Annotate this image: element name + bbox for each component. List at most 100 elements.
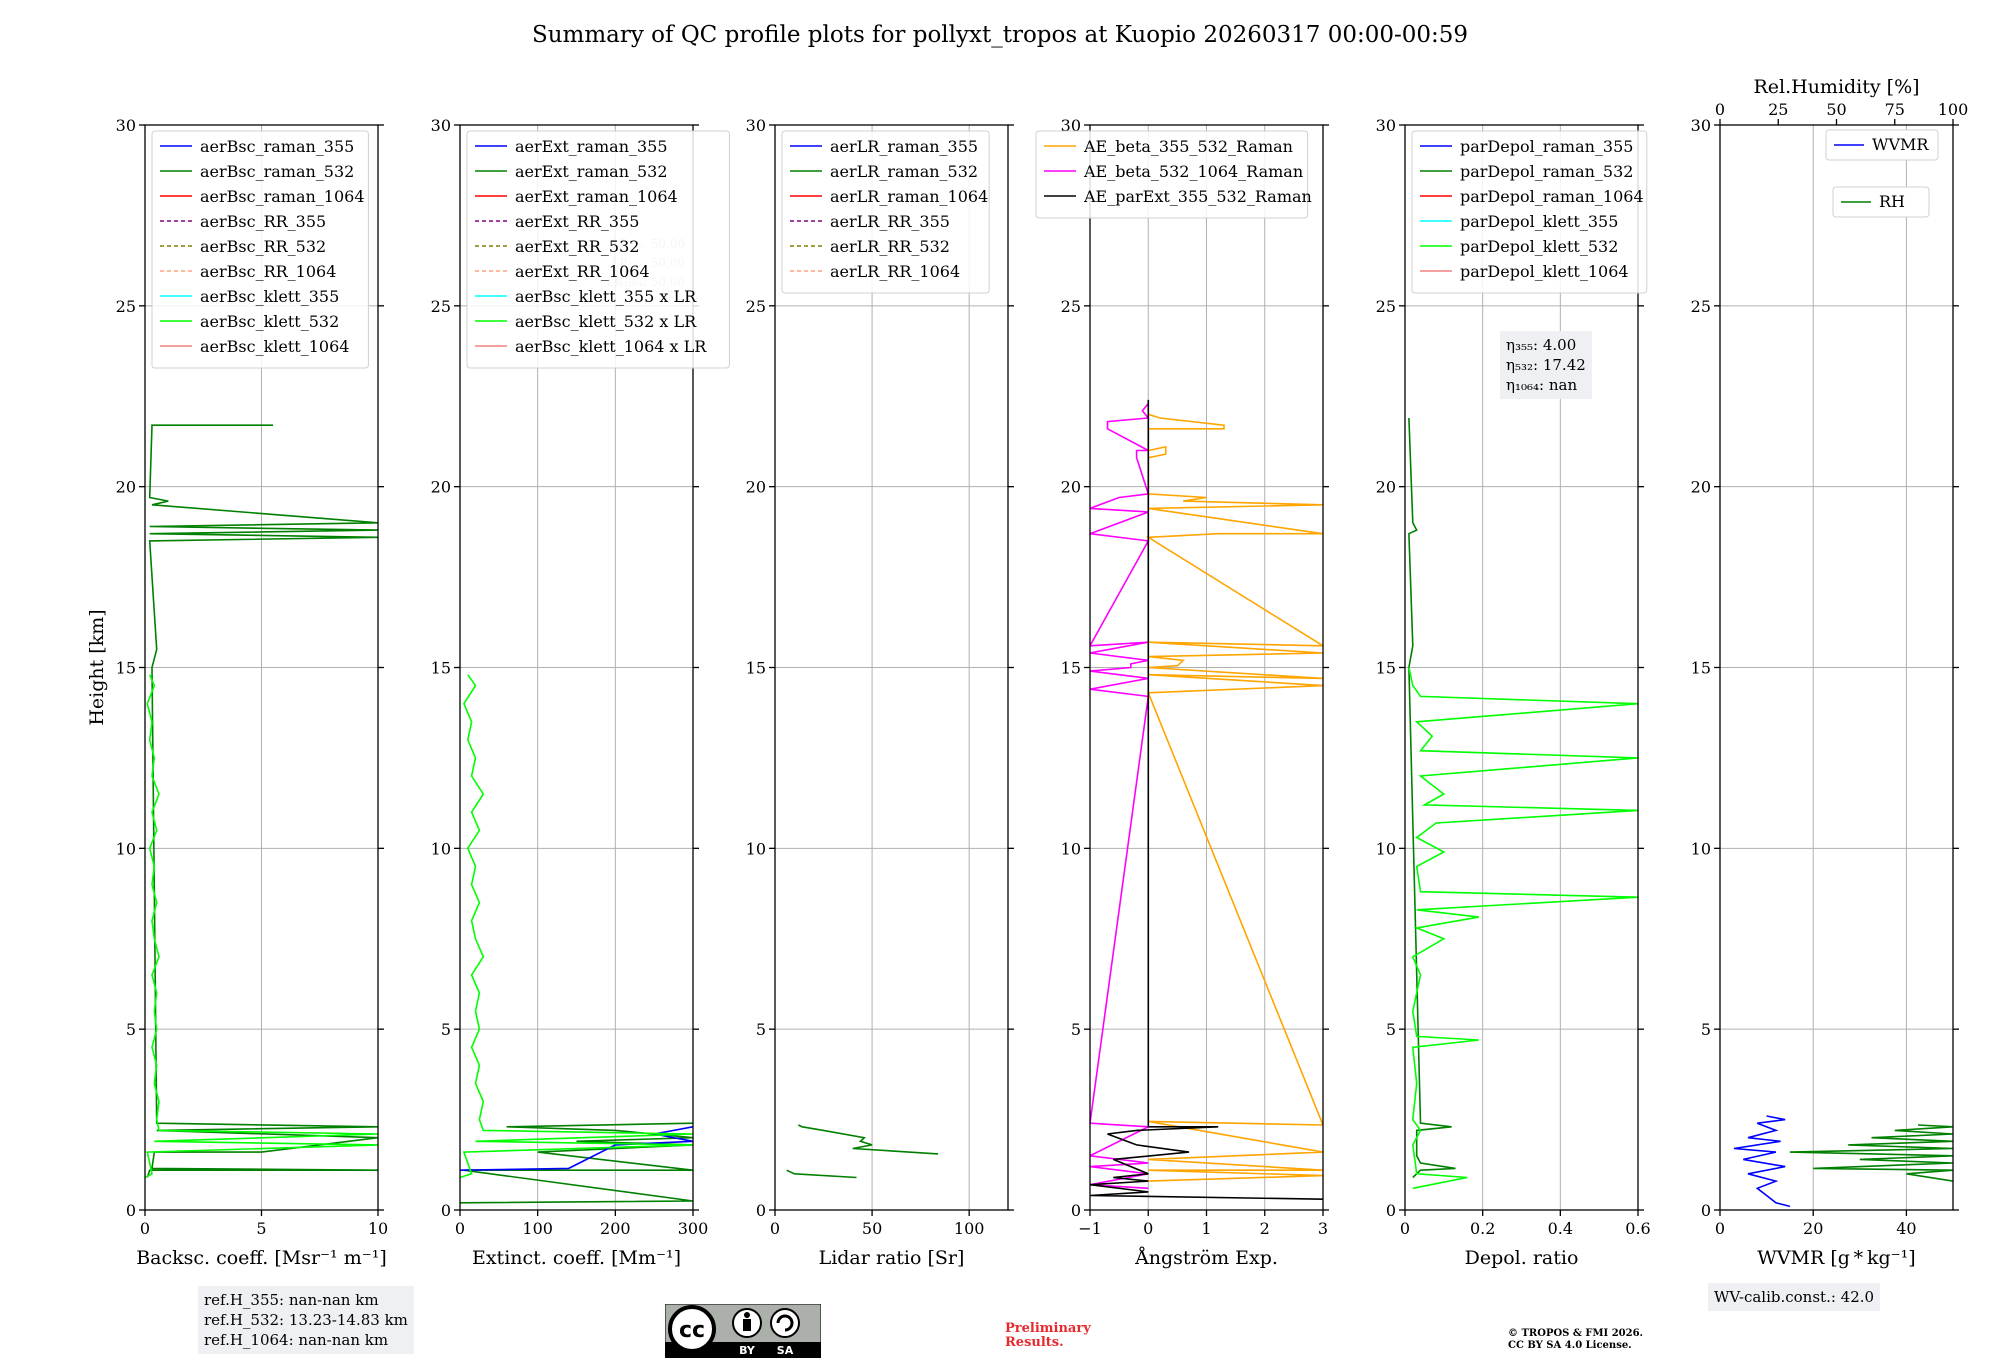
y-tick-label: 5: [1701, 1020, 1711, 1039]
plot-depol: 0 5 10 15 20 25 30 0 0.2 0.4 0.6 Depol. ratio parDep…: [1376, 116, 1651, 1269]
y-tick-label: 30: [1376, 116, 1396, 135]
y-tick-label: 20: [746, 478, 766, 497]
legend-label: aerBsc_RR_355: [200, 212, 326, 231]
series-aerext-raman-532: [460, 1122, 693, 1204]
copyright-line-1: © TROPOS & FMI 2026.: [1508, 1328, 1644, 1339]
x-tick-label: 100: [522, 1219, 553, 1238]
legend-label: parDepol_raman_532: [1460, 162, 1633, 181]
x-tick-label: 0: [140, 1219, 150, 1238]
legend-label: aerExt_RR_355: [515, 212, 639, 231]
legend: aerBsc_raman_355 aerBsc_raman_532 aerBsc_r…: [151, 130, 369, 369]
legend-box: [151, 130, 369, 369]
prelim-line-1: Preliminary: [1005, 1321, 1091, 1336]
y-tick-label: 20: [1691, 478, 1711, 497]
y-tick-label: 30: [116, 116, 136, 135]
legend-label: aerBsc_klett_1064 x LR: [515, 337, 707, 356]
eta-532: η₅₃₂: 17.42: [1506, 356, 1586, 374]
legend-rh: RH: [1832, 186, 1930, 218]
legend-label: aerLR_RR_532: [830, 237, 950, 256]
y-tick-label: 25: [1691, 297, 1711, 316]
svg-text:cc: cc: [679, 1318, 705, 1343]
copyright-line-2: CC BY SA 4.0 License.: [1508, 1340, 1632, 1351]
series-aerbsc-klett-532-x-lr: [460, 674, 693, 1179]
legend: aerLR_raman_355 aerLR_raman_532 aerLR_rama…: [781, 130, 990, 294]
wv-calib-box: WV-calib.const.: 42.0: [1708, 1283, 1881, 1311]
figure-title: Summary of QC profile plots for pollyxt_…: [531, 22, 1469, 48]
series-ae-beta-532-1064-raman: [1090, 402, 1152, 1190]
eta-355: η₃₅₅: 4.00: [1506, 336, 1577, 354]
legend-label: aerBsc_klett_532: [200, 312, 339, 331]
y-tick-label: 0: [1071, 1201, 1081, 1220]
y-tick-label: 0: [756, 1201, 766, 1220]
y-tick-label: 25: [746, 297, 766, 316]
y-tick-label: 20: [1061, 478, 1081, 497]
series-pardepol-klett-532: [1408, 667, 1638, 1190]
y-tick-label: 15: [746, 659, 766, 678]
y-tick-label: 20: [116, 478, 136, 497]
legend-label: aerLR_RR_355: [830, 212, 950, 231]
legend-label: AE_beta_355_532_Raman: [1083, 137, 1293, 156]
y-tick-label: 10: [1691, 839, 1711, 858]
x-axis-label: Backsc. coeff. [Msr⁻¹ m⁻¹]: [136, 1247, 387, 1269]
legend-label: aerExt_raman_355: [515, 137, 668, 156]
x-tick-label: 200: [600, 1219, 631, 1238]
eta-box: η₃₅₅: 4.00 η₅₃₂: 17.42 η₁₀₆₄: nan: [1500, 331, 1592, 399]
y-tick-label: 25: [1061, 297, 1081, 316]
x-tick-label: 0: [1400, 1219, 1410, 1238]
y-axis-label: Height [km]: [86, 609, 108, 725]
series-pardepol-raman-532: [1408, 417, 1456, 1179]
legend-label: aerLR_raman_355: [830, 137, 978, 156]
y-tick-label: 10: [431, 839, 451, 858]
top-x-tick-label: 50: [1826, 100, 1846, 119]
series-wvmr: [1733, 1115, 1791, 1208]
legend-box: [466, 130, 730, 369]
legend-label: parDepol_klett_355: [1460, 212, 1618, 231]
y-tick-label: 30: [746, 116, 766, 135]
legend: aerExt_raman_355 aerExt_raman_532 aerExt_r…: [466, 130, 730, 369]
x-axis-label: WVMR [g * kg⁻¹]: [1757, 1247, 1915, 1269]
y-tick-label: 15: [431, 659, 451, 678]
legend-label: aerExt_raman_532: [515, 162, 668, 181]
legend-label: aerBsc_RR_1064: [200, 262, 336, 281]
y-tick-label: 5: [1386, 1020, 1396, 1039]
y-tick-label: 30: [1691, 116, 1711, 135]
legend: parDepol_raman_355 parDepol_raman_532 parD…: [1411, 130, 1648, 294]
y-tick-label: 15: [116, 659, 136, 678]
x-axis-label: Ångström Exp.: [1134, 1247, 1278, 1269]
x-tick-label: 40: [1896, 1219, 1916, 1238]
legend-label: aerExt_RR_532: [515, 237, 639, 256]
series-aerbsc-raman-532: [146, 424, 378, 1178]
y-tick-label: 0: [441, 1201, 451, 1220]
plot-bsc: 0 5 10 15 20 25 30 0 5 10 Backsc. coeff. [Msr⁻¹ m⁻…: [86, 116, 388, 1269]
y-tick-label: 30: [1061, 116, 1081, 135]
legend-label: parDepol_klett_1064: [1460, 262, 1629, 281]
legend-label: parDepol_raman_355: [1460, 137, 1633, 156]
x-tick-label: 0: [770, 1219, 780, 1238]
series-aerbsc-klett-532: [145, 674, 378, 1179]
x-tick-label: 1: [1201, 1219, 1211, 1238]
top-x-tick-label: 25: [1768, 100, 1788, 119]
x-tick-label: 10: [368, 1219, 388, 1238]
preliminary-note: Preliminary Results.: [1005, 1322, 1091, 1350]
y-tick-label: 30: [431, 116, 451, 135]
series-aerlr-raman-532-upper: [797, 1124, 939, 1155]
x-tick-label: 0: [455, 1219, 465, 1238]
series-aerlr-raman-532: [786, 1169, 857, 1179]
eta-1064: η₁₀₆₄: nan: [1506, 376, 1578, 394]
ref-height-355: ref.H_355: nan-nan km: [204, 1291, 379, 1309]
y-tick-label: 15: [1376, 659, 1396, 678]
x-tick-label: 5: [256, 1219, 266, 1238]
y-tick-label: 5: [441, 1020, 451, 1039]
y-tick-label: 5: [756, 1020, 766, 1039]
y-tick-label: 0: [1386, 1201, 1396, 1220]
legend: AE_beta_355_532_Raman AE_beta_532_1064_Ra…: [1035, 130, 1312, 219]
y-tick-label: 5: [1071, 1020, 1081, 1039]
x-tick-label: 0: [1143, 1219, 1153, 1238]
legend-box: [781, 130, 990, 294]
x-tick-label: −1: [1078, 1219, 1102, 1238]
y-tick-label: 10: [116, 839, 136, 858]
